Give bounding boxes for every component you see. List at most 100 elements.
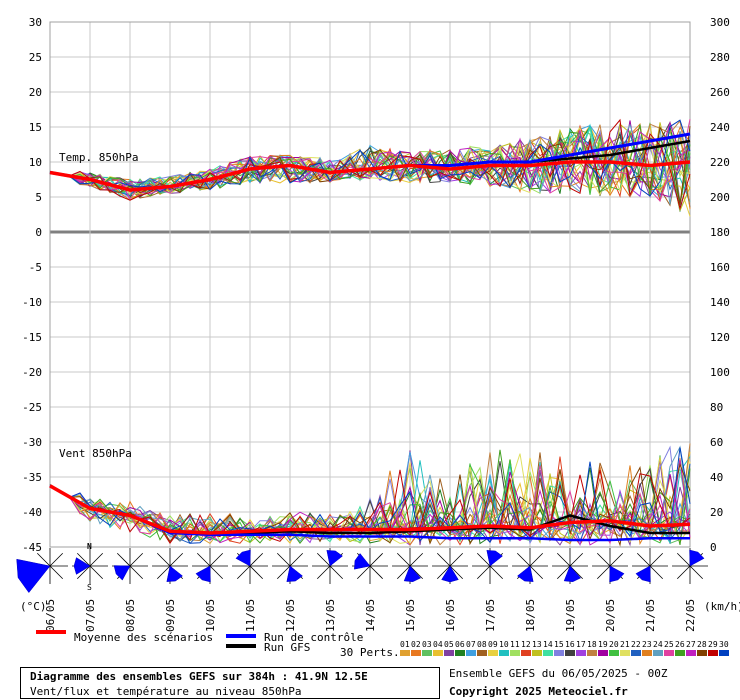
wind-rose bbox=[232, 548, 268, 584]
pert-legend-id: 09 bbox=[488, 640, 498, 649]
wind-rose-spoke bbox=[396, 565, 411, 580]
pert-legend-id: 22 bbox=[631, 640, 641, 649]
wind-rose-spoke bbox=[649, 552, 664, 567]
pert-legend-id: 12 bbox=[521, 640, 531, 649]
wind-rose-petal bbox=[195, 565, 211, 583]
wind-mean-line bbox=[49, 484, 691, 535]
pert-legend-swatch bbox=[510, 650, 520, 656]
date-tick-label: 16/05 bbox=[444, 599, 457, 632]
pert-legend-swatch bbox=[455, 650, 465, 656]
temp-label: Temp. 850hPa bbox=[59, 151, 138, 164]
pert-legend-id: 29 bbox=[708, 640, 718, 649]
wind-rose-spoke bbox=[316, 565, 331, 580]
pert-legend-swatch bbox=[400, 650, 410, 656]
date-tick-label: 07/05 bbox=[84, 599, 97, 632]
pert-legend-swatch bbox=[411, 650, 421, 656]
pert-legend-swatch bbox=[488, 650, 498, 656]
wind-rose-petal bbox=[441, 565, 459, 583]
date-labels: 06/05 07/05 08/05 09/05 10/05 11/05 12/05 13/05… bbox=[44, 599, 697, 632]
wind-rose-spoke bbox=[76, 565, 91, 580]
wind-rose-spoke bbox=[409, 552, 424, 567]
wind-rose bbox=[312, 548, 348, 584]
date-tick-label: 10/05 bbox=[204, 599, 217, 632]
y-right-tick-label: 120 bbox=[710, 331, 730, 344]
wind-rose-spoke bbox=[36, 552, 51, 567]
pert-legend-swatch bbox=[675, 650, 685, 656]
date-tick-label: 18/05 bbox=[524, 599, 537, 632]
wind-rose-spoke bbox=[636, 552, 651, 567]
wind-rose bbox=[392, 548, 428, 584]
wind-rose-spoke bbox=[449, 552, 464, 567]
y-left-tick-label: 30 bbox=[29, 16, 42, 29]
wind-rose-petal bbox=[609, 565, 625, 583]
pert-legend-swatch bbox=[532, 650, 542, 656]
wind-rose bbox=[72, 548, 108, 584]
wind-rose-petal bbox=[73, 557, 91, 575]
wind-rose-spoke bbox=[276, 565, 291, 580]
wind-rose-spoke bbox=[209, 552, 224, 567]
pert-legend-swatch bbox=[576, 650, 586, 656]
pert-legend-id: 20 bbox=[609, 640, 619, 649]
wind-rose-spoke bbox=[129, 552, 144, 567]
footer-copyright: Copyright 2025 Meteociel.fr bbox=[449, 685, 628, 698]
wind-rose bbox=[472, 548, 508, 584]
wind-rose bbox=[16, 548, 68, 594]
date-tick-label: 20/05 bbox=[604, 599, 617, 632]
pert-legend-swatch bbox=[521, 650, 531, 656]
pert-legend-id: 08 bbox=[477, 640, 487, 649]
right-unit-label: (km/h) bbox=[704, 600, 740, 613]
pert-legend-id: 02 bbox=[411, 640, 421, 649]
pert-legend-id: 04 bbox=[433, 640, 443, 649]
pert-legend-id: 15 bbox=[554, 640, 564, 649]
date-tick-label: 12/05 bbox=[284, 599, 297, 632]
wind-rose-spoke bbox=[156, 552, 171, 567]
wind-roses: NS bbox=[16, 542, 708, 594]
wind-rose-spoke bbox=[49, 552, 64, 567]
pert-legend-id: 06 bbox=[455, 640, 465, 649]
wind-rose-spoke bbox=[689, 565, 704, 580]
wind-rose-petal bbox=[235, 549, 251, 567]
wind-rose bbox=[432, 548, 468, 584]
wind-rose bbox=[192, 548, 228, 584]
wind-rose-spoke bbox=[209, 565, 224, 580]
pert-legend-id: 27 bbox=[686, 640, 696, 649]
wind-rose-spoke bbox=[556, 552, 571, 567]
pert-legend-id: 30 bbox=[719, 640, 729, 649]
pert-legend-swatch bbox=[642, 650, 652, 656]
left-unit-label: (°C) bbox=[20, 600, 47, 613]
pert-legend-id: 01 bbox=[400, 640, 410, 649]
wind-rose-spoke bbox=[89, 552, 104, 567]
wind-rose-petal bbox=[635, 565, 651, 583]
date-tick-label: 09/05 bbox=[164, 599, 177, 632]
wind-rose-spoke bbox=[196, 552, 211, 567]
pert-legend-id: 11 bbox=[510, 640, 520, 649]
wind-rose-spoke bbox=[169, 552, 184, 567]
wind-rose-petal bbox=[563, 565, 582, 583]
wind-rose-spoke bbox=[289, 552, 304, 567]
date-tick-label: 13/05 bbox=[324, 599, 337, 632]
pert-legend-swatch bbox=[653, 650, 663, 656]
footer-subtitle: Vent/flux et température au niveau 850hP… bbox=[30, 685, 302, 698]
wind-rose-spoke bbox=[369, 565, 384, 580]
wind-rose-spoke bbox=[316, 552, 331, 567]
wind-rose-spoke bbox=[556, 565, 571, 580]
chart-grid bbox=[49, 21, 691, 548]
date-tick-label: 08/05 bbox=[124, 599, 137, 632]
y-right-tick-label: 40 bbox=[710, 471, 723, 484]
wind-rose-spoke bbox=[489, 565, 504, 580]
pert-legend-swatch bbox=[466, 650, 476, 656]
date-tick-label: 06/05 bbox=[44, 599, 57, 632]
pert-legend-swatch bbox=[422, 650, 432, 656]
footer-title: Diagramme des ensembles GEFS sur 384h : … bbox=[30, 670, 368, 683]
pert-legend-id: 26 bbox=[675, 640, 685, 649]
wind-rose bbox=[552, 548, 588, 584]
legend-gfs-label: Run GFS bbox=[264, 641, 310, 654]
pert-legend-id: 03 bbox=[422, 640, 432, 649]
wind-rose-petal bbox=[166, 565, 183, 582]
pert-line-29 bbox=[49, 469, 691, 544]
wind-rose-spoke bbox=[596, 552, 611, 567]
pert-legend-id: 07 bbox=[466, 640, 476, 649]
pert-legend-id: 19 bbox=[598, 640, 608, 649]
wind-rose-spoke bbox=[116, 552, 131, 567]
